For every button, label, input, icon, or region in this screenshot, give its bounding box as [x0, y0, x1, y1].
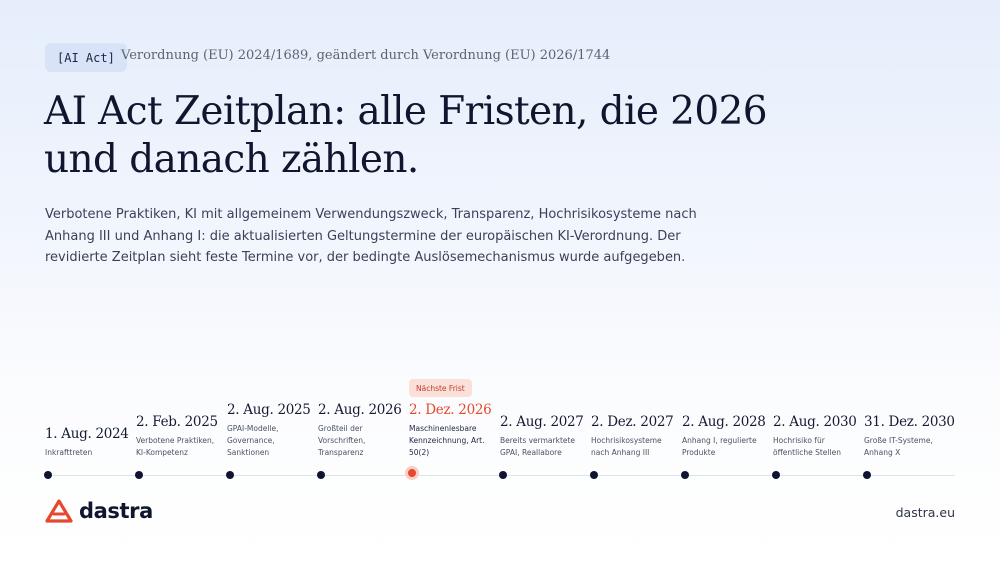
- milestone-date: 2. Aug. 2026: [318, 402, 402, 418]
- milestone-date: 31. Dez. 2030: [864, 414, 955, 430]
- milestone-date: 2. Dez. 2026: [409, 402, 492, 418]
- milestone-date: 1. Aug. 2024: [45, 426, 129, 442]
- milestone-item: 2. Aug. 2030 Hochrisiko für öffentliche S…: [773, 414, 861, 459]
- milestone-date: 2. Dez. 2027: [591, 414, 674, 430]
- milestone-dot: [499, 471, 507, 479]
- milestone-dot: [408, 469, 416, 477]
- milestone-dot: [317, 471, 325, 479]
- milestone-item: 1. Aug. 2024 Inkrafttreten: [45, 426, 133, 459]
- milestone-description: Bereits vermarktete GPAI, Reallabore: [500, 436, 576, 457]
- milestone-item: 2. Aug. 2026 Großteil der Vorschriften, T…: [318, 402, 406, 459]
- milestone-item: 2. Dez. 2027 Hochrisikosysteme nach Anhan…: [591, 414, 679, 459]
- milestone-description: Große IT-Systeme, Anhang X: [864, 436, 933, 457]
- milestone-date: 2. Feb. 2025: [136, 414, 218, 430]
- milestone-description: GPAI-Modelle, Governance, Sanktionen: [227, 424, 279, 457]
- page-subtitle: Verbotene Praktiken, KI mit allgemeinem …: [45, 207, 697, 265]
- milestone-date: 2. Aug. 2025: [227, 402, 311, 418]
- milestone-item: 31. Dez. 2030 Große IT-Systeme, Anhang X: [864, 414, 955, 459]
- milestone-description: Hochrisiko für öffentliche Stellen: [773, 436, 841, 457]
- milestone-item: 2. Aug. 2028 Anhang I, regulierte Produkt…: [682, 414, 770, 459]
- milestone-description: Großteil der Vorschriften, Transparenz: [318, 424, 366, 457]
- milestone-dot: [226, 471, 234, 479]
- milestone-date: 2. Aug. 2027: [500, 414, 584, 430]
- milestone-dot: [772, 471, 780, 479]
- milestone-description: Hochrisikosysteme nach Anhang III: [591, 436, 662, 457]
- brand-name: dastra: [79, 499, 153, 523]
- milestone-dot: [44, 471, 52, 479]
- milestone-description: Inkrafttreten: [45, 448, 93, 457]
- milestone-dot: [681, 471, 689, 479]
- regulation-reference: Verordnung (EU) 2024/1689, geändert durc…: [121, 48, 611, 63]
- page-title: AI Act Zeitplan: alle Fristen, die 2026 …: [44, 89, 768, 182]
- ai-act-tag: [AI Act]: [45, 43, 127, 72]
- milestone-item: 2. Aug. 2027 Bereits vermarktete GPAI, Re…: [500, 414, 588, 459]
- next-deadline-badge: Nächste Frist: [409, 379, 472, 397]
- milestone-dot: [590, 471, 598, 479]
- milestone-dot: [135, 471, 143, 479]
- milestone-date: 2. Aug. 2030: [773, 414, 857, 430]
- milestone-item: 2. Dez. 2026 Maschinenlesbare Kennzeichnu…: [409, 402, 497, 459]
- milestone-dot: [863, 471, 871, 479]
- website-link[interactable]: dastra.eu: [895, 505, 955, 520]
- milestone-item: 2. Aug. 2025 GPAI-Modelle, Governance, Sa…: [227, 402, 315, 459]
- milestone-description: Maschinenlesbare Kennzeichnung, Art. 50(…: [409, 424, 485, 457]
- milestone-description: Verbotene Praktiken, KI-Kompetenz: [136, 436, 215, 457]
- milestone-description: Anhang I, regulierte Produkte: [682, 436, 757, 457]
- milestone-date: 2. Aug. 2028: [682, 414, 766, 430]
- milestone-item: 2. Feb. 2025 Verbotene Praktiken, KI-Komp…: [136, 414, 224, 459]
- dastra-logo-icon: [45, 499, 73, 523]
- dastra-logo[interactable]: dastra: [45, 499, 153, 523]
